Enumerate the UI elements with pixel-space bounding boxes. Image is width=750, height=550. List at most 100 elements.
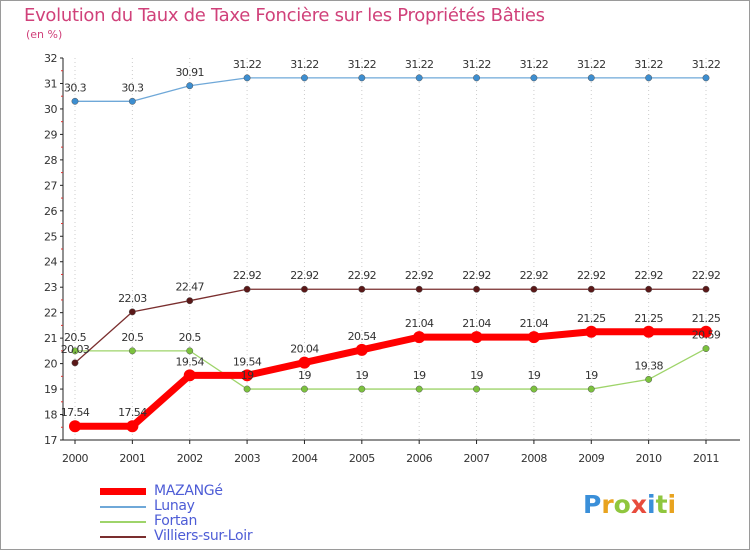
- data-point: [530, 74, 538, 82]
- data-point: [126, 420, 139, 433]
- data-label: 31.22: [233, 58, 262, 71]
- data-point: [301, 385, 308, 393]
- x-tick-label: 2002: [177, 452, 203, 465]
- y-tick-label: 23: [44, 281, 57, 294]
- logo-letter: r: [601, 490, 614, 519]
- data-label: 22.47: [175, 281, 204, 294]
- logo-letter: i: [647, 490, 656, 519]
- data-label: 17.54: [118, 406, 147, 419]
- data-label: 21.04: [462, 317, 491, 330]
- data-label: 19: [470, 369, 483, 382]
- x-tick-label: 2010: [636, 452, 662, 465]
- data-point: [183, 369, 196, 382]
- data-point: [243, 285, 251, 293]
- logo-letter: P: [583, 490, 602, 519]
- data-label: 17.54: [61, 406, 90, 419]
- data-point: [473, 285, 480, 293]
- data-label: 21.25: [634, 312, 663, 325]
- data-point: [186, 297, 194, 305]
- legend-label: MAZANGé: [154, 483, 223, 499]
- data-point: [128, 347, 136, 355]
- legend-swatch: [100, 506, 146, 508]
- data-point: [702, 74, 710, 82]
- data-label: 22.92: [577, 269, 606, 282]
- y-tick-label: 26: [44, 205, 57, 218]
- y-tick-label: 27: [44, 179, 57, 192]
- y-tick-label: 24: [44, 256, 57, 269]
- data-point: [415, 74, 423, 82]
- legend-label: Villiers-sur-Loir: [154, 528, 253, 544]
- data-point: [301, 74, 308, 82]
- data-point: [587, 285, 595, 293]
- data-point: [358, 74, 366, 82]
- data-point: [186, 82, 194, 90]
- data-label: 22.92: [290, 269, 319, 282]
- data-label: 22.92: [520, 269, 549, 282]
- y-tick-label: 30: [44, 103, 57, 116]
- data-point: [530, 385, 538, 393]
- data-label: 19: [585, 369, 598, 382]
- data-label: 19.54: [233, 355, 262, 368]
- y-tick-label: 29: [44, 128, 57, 141]
- data-label: 19: [355, 369, 368, 382]
- legend-swatch: [100, 521, 146, 523]
- x-tick-label: 2003: [234, 452, 260, 465]
- series-layer: [69, 74, 712, 433]
- data-point: [700, 325, 712, 338]
- y-tick-label: 32: [44, 52, 57, 65]
- x-tick-label: 2005: [349, 452, 375, 465]
- series-line-lunay: [75, 77, 706, 102]
- y-tick-label: 19: [44, 383, 57, 396]
- grid-lines: [74, 58, 707, 440]
- chart-unit-label: (en %): [26, 28, 63, 41]
- y-tick-label: 18: [44, 409, 57, 422]
- data-label: 20.54: [348, 330, 377, 343]
- y-tick-label: 20: [44, 358, 57, 371]
- data-label: 22.92: [348, 269, 377, 282]
- data-point: [71, 97, 79, 105]
- data-point: [585, 325, 598, 338]
- logo-letter: t: [655, 490, 668, 519]
- logo-letter: o: [613, 490, 631, 519]
- data-point: [702, 345, 710, 353]
- data-label: 21.25: [577, 312, 606, 325]
- y-tick-label: 31: [44, 77, 57, 90]
- axes: 17 18 19 20 21 22 23 24 25 26 27 28 29 30 31 32 2000 2001…: [44, 52, 740, 465]
- series-line-villiers-sur-loir: [74, 288, 706, 364]
- data-point: [645, 74, 653, 82]
- data-label: 20.5: [64, 331, 87, 344]
- data-label: 31.22: [520, 58, 549, 71]
- data-point: [355, 343, 368, 356]
- data-label: 22.03: [118, 292, 147, 305]
- data-point: [415, 385, 423, 393]
- data-point: [645, 285, 653, 293]
- y-tick-label: 17: [44, 434, 57, 447]
- logo-letter: x: [630, 490, 647, 519]
- y-tick-label: 28: [44, 154, 57, 167]
- data-point: [69, 420, 81, 433]
- data-point: [241, 369, 254, 382]
- data-label: 22.92: [692, 269, 721, 282]
- data-label: 21.04: [405, 317, 434, 330]
- data-label: 19.54: [175, 355, 204, 368]
- legend-swatch: [100, 536, 146, 538]
- data-label: 22.92: [233, 269, 262, 282]
- x-tick-label: 2000: [62, 452, 88, 465]
- series-line-fortan: [75, 348, 707, 390]
- data-label: 31.22: [634, 58, 663, 71]
- data-label: 21.25: [692, 312, 721, 325]
- chart-title: Evolution du Taux de Taxe Foncière sur l…: [24, 5, 545, 26]
- proxiti-logo: Proxiti: [583, 490, 676, 519]
- data-point: [642, 325, 655, 338]
- data-point: [645, 375, 653, 383]
- x-tick-label: 2001: [119, 452, 145, 465]
- legend-swatch: [100, 488, 146, 495]
- data-label: 22.92: [405, 269, 434, 282]
- y-tick-label: 22: [44, 307, 57, 320]
- data-point: [587, 385, 595, 393]
- legend-label: Lunay: [154, 498, 195, 514]
- data-point: [298, 356, 311, 369]
- data-point: [527, 331, 540, 344]
